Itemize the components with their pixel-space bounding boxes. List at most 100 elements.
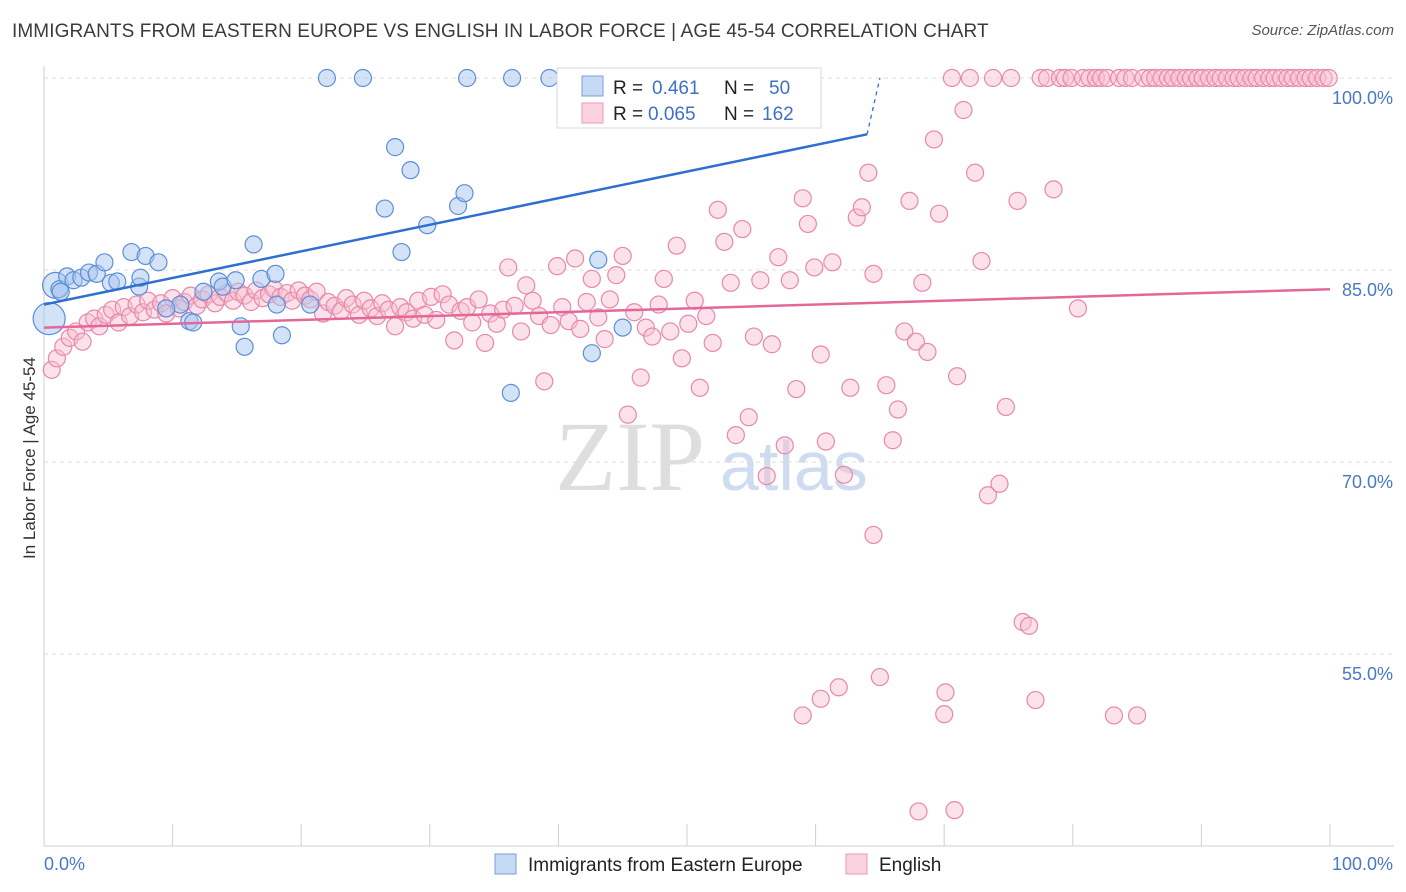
english-point bbox=[241, 292, 261, 312]
eastern-europe-point bbox=[301, 295, 320, 314]
legend-n-label-1: N = bbox=[724, 78, 754, 99]
legend-swatch-blue bbox=[581, 75, 604, 97]
watermark-zip: ZIP bbox=[555, 401, 705, 512]
eastern-europe-point bbox=[455, 184, 474, 203]
english-point bbox=[589, 308, 608, 327]
english-point bbox=[805, 258, 824, 277]
english-point bbox=[1314, 68, 1333, 88]
eastern-europe-point bbox=[501, 383, 520, 402]
english-point bbox=[133, 303, 153, 322]
english-point bbox=[972, 251, 991, 271]
english-points bbox=[42, 68, 1338, 821]
english-point bbox=[661, 322, 680, 341]
english-point bbox=[1044, 180, 1063, 199]
english-point bbox=[607, 266, 626, 285]
english-point bbox=[703, 333, 722, 353]
english-point bbox=[909, 802, 928, 821]
legend-r-label-1: R = bbox=[613, 78, 643, 99]
english-point bbox=[942, 68, 962, 88]
english-point bbox=[996, 397, 1016, 417]
legend-r-label-2: R = bbox=[613, 104, 643, 125]
english-point bbox=[541, 315, 560, 335]
english-point bbox=[512, 322, 531, 341]
english-point bbox=[1109, 68, 1129, 88]
english-point bbox=[877, 376, 896, 395]
english-point bbox=[595, 330, 614, 349]
english-point bbox=[1104, 706, 1124, 725]
english-point bbox=[1229, 68, 1248, 88]
english-point bbox=[787, 379, 806, 399]
eastern-europe-point bbox=[540, 68, 559, 88]
english-point bbox=[924, 130, 944, 149]
english-point bbox=[859, 163, 878, 182]
source-credit: Source: ZipAtlas.com bbox=[1251, 22, 1394, 39]
axes: 100.0% 85.0% 70.0% 55.0% 0.0% 100.0% bbox=[43, 66, 1394, 874]
english-point bbox=[721, 273, 740, 292]
legend-series-2-name: English bbox=[879, 855, 941, 876]
english-point bbox=[1026, 690, 1045, 710]
english-point bbox=[1019, 616, 1039, 635]
english-point bbox=[1091, 68, 1111, 88]
english-point bbox=[47, 349, 66, 368]
english-point bbox=[690, 378, 709, 397]
english-point bbox=[469, 290, 488, 309]
english-point bbox=[715, 232, 734, 251]
english-point bbox=[600, 290, 619, 309]
eastern-europe-point bbox=[272, 326, 292, 345]
bottom-legend-swatch-pink bbox=[845, 853, 868, 875]
english-point bbox=[1265, 68, 1284, 88]
english-point bbox=[935, 705, 954, 724]
english-point bbox=[726, 426, 745, 445]
english-point bbox=[823, 253, 842, 272]
english-point bbox=[636, 318, 655, 337]
english-point bbox=[978, 486, 998, 505]
english-point bbox=[403, 309, 423, 328]
eastern-europe-point bbox=[613, 318, 632, 337]
eastern-europe-trendline-extension bbox=[866, 77, 881, 135]
english-point bbox=[864, 264, 883, 283]
correlation-legend: R = 0.461 N = 50 R = 0.065 N = 162 bbox=[556, 67, 822, 129]
eastern-europe-point bbox=[32, 302, 66, 336]
trendlines bbox=[43, 77, 1331, 329]
english-point bbox=[667, 236, 686, 255]
english-point bbox=[918, 342, 937, 362]
eastern-europe-point bbox=[317, 68, 337, 88]
english-point bbox=[697, 306, 716, 326]
english-point bbox=[947, 367, 967, 386]
english-point bbox=[1127, 706, 1147, 725]
english-point bbox=[523, 291, 542, 310]
english-point bbox=[1283, 68, 1302, 88]
y-tick-label: 70.0% bbox=[1342, 472, 1393, 492]
eastern-europe-point bbox=[266, 264, 285, 283]
english-point bbox=[900, 191, 919, 210]
english-point bbox=[571, 319, 590, 338]
y-tick-label: 55.0% bbox=[1342, 664, 1393, 684]
eastern-europe-point bbox=[235, 337, 254, 356]
english-point bbox=[847, 208, 866, 227]
english-point bbox=[936, 683, 955, 702]
english-point bbox=[929, 204, 949, 223]
english-point bbox=[1164, 68, 1183, 88]
english-point bbox=[1073, 68, 1093, 88]
legend-r-value-1: 0.461 bbox=[652, 78, 700, 99]
series-legend: Immigrants from Eastern Europe English bbox=[494, 853, 941, 876]
english-point bbox=[463, 313, 482, 332]
english-point bbox=[945, 801, 964, 820]
english-point bbox=[1319, 68, 1338, 88]
eastern-europe-point bbox=[375, 199, 394, 218]
eastern-europe-point bbox=[392, 242, 411, 262]
english-point bbox=[54, 337, 73, 356]
english-point bbox=[535, 372, 554, 391]
english-point bbox=[1031, 68, 1050, 88]
eastern-europe-point bbox=[226, 271, 245, 290]
english-point bbox=[811, 689, 830, 708]
english-point bbox=[42, 360, 61, 379]
english-point bbox=[888, 400, 908, 419]
english-point bbox=[548, 257, 567, 276]
english-point bbox=[762, 335, 781, 354]
eastern-europe-point bbox=[157, 299, 176, 318]
eastern-europe-point bbox=[194, 282, 213, 301]
english-point bbox=[1193, 68, 1212, 88]
english-point bbox=[385, 317, 405, 336]
